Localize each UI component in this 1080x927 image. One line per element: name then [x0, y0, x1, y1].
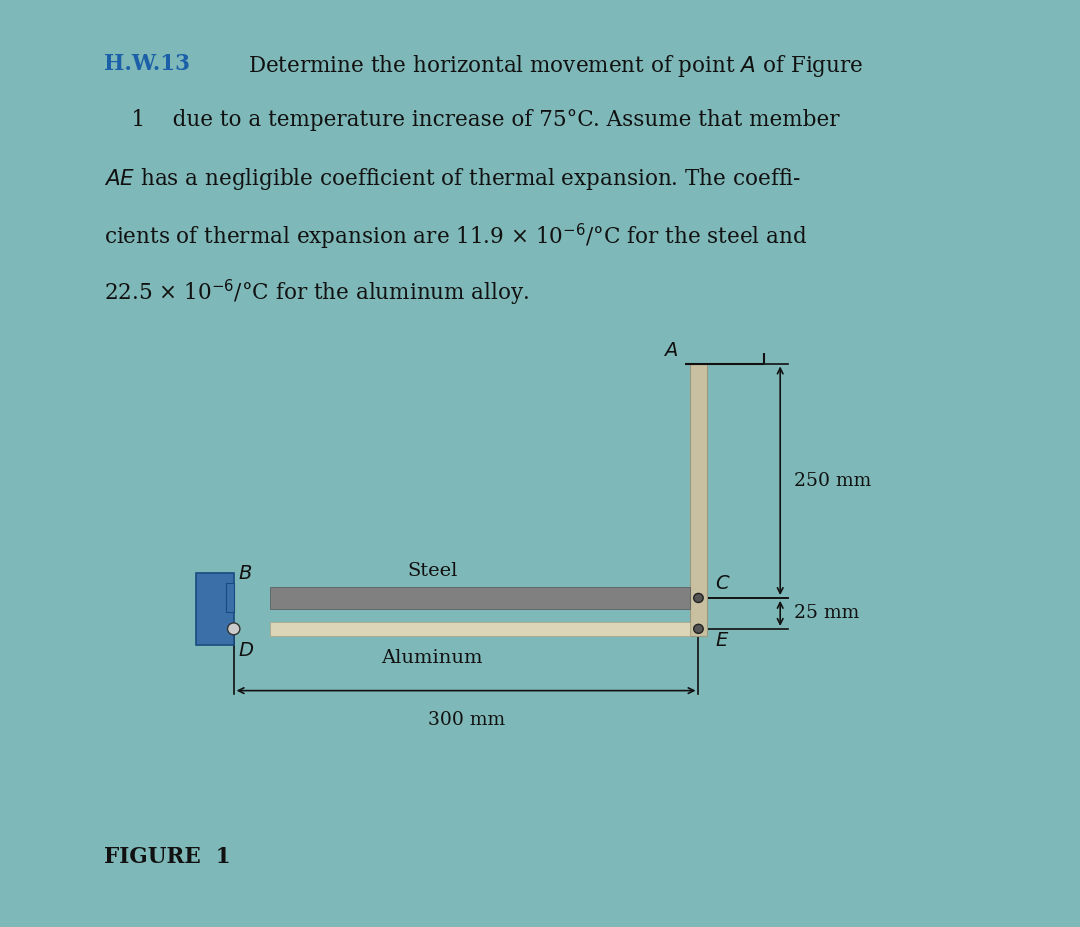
Text: $B$: $B$ [238, 565, 252, 582]
Circle shape [228, 623, 240, 635]
Bar [270, 587, 690, 609]
Circle shape [693, 624, 703, 633]
Text: $D$: $D$ [238, 641, 254, 659]
Bar [270, 622, 690, 636]
Text: $\mathit{AE}$ has a negligible coefficient of thermal expansion. The coeffi-: $\mathit{AE}$ has a negligible coefficie… [104, 166, 800, 192]
Text: $A$: $A$ [663, 342, 678, 360]
Bar [226, 583, 233, 613]
Bar [195, 573, 233, 645]
Text: H.W.13: H.W.13 [104, 53, 189, 75]
Text: cients of thermal expansion are 11.9 × 10$^{-6}$/°C for the steel and: cients of thermal expansion are 11.9 × 1… [104, 222, 807, 252]
Text: $C$: $C$ [715, 575, 730, 592]
Circle shape [693, 593, 703, 603]
Text: 25 mm: 25 mm [795, 604, 860, 622]
Text: Aluminum: Aluminum [381, 649, 483, 667]
Text: 300 mm: 300 mm [428, 711, 504, 729]
Text: 22.5 × 10$^{-6}$/°C for the aluminum alloy.: 22.5 × 10$^{-6}$/°C for the aluminum all… [104, 278, 529, 309]
Text: Determine the horizontal movement of point $\mathit{A}$ of Figure: Determine the horizontal movement of poi… [248, 53, 863, 79]
Text: FIGURE  1: FIGURE 1 [104, 845, 230, 868]
Text: $E$: $E$ [715, 632, 729, 651]
Text: 250 mm: 250 mm [795, 472, 872, 489]
Text: 1    due to a temperature increase of 75°C. Assume that member: 1 due to a temperature increase of 75°C.… [104, 109, 839, 132]
Text: Steel: Steel [407, 562, 458, 579]
Bar [690, 363, 707, 636]
